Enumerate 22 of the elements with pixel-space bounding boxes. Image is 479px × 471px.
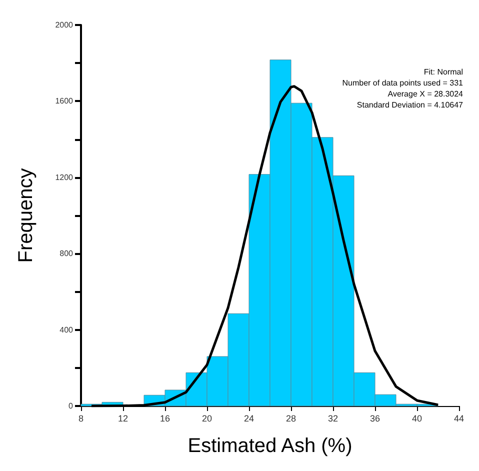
annotation: Standard Deviation = 4.10647 — [356, 100, 464, 110]
x-tick-label: 28 — [286, 414, 296, 424]
y-tick-label: 400 — [60, 325, 74, 334]
y-axis-title: Frequency — [15, 168, 37, 263]
x-tick-label: 16 — [160, 414, 170, 424]
y-tick-label: 800 — [60, 249, 74, 258]
x-tick-label: 44 — [454, 414, 464, 424]
x-tick-label: 32 — [328, 414, 338, 424]
x-tick-label: 40 — [412, 414, 422, 424]
x-tick-label: 12 — [118, 414, 128, 424]
x-tick-label: 36 — [370, 414, 380, 424]
y-tick-label: 1200 — [55, 172, 74, 182]
y-tick-label: 1600 — [55, 96, 74, 106]
x-axis-title: Estimated Ash (%) — [188, 435, 352, 457]
annotation: Fit: Normal — [424, 68, 464, 76]
x-tick-label: 20 — [202, 414, 212, 424]
y-tick-label: 2000 — [55, 20, 74, 30]
annotation: Number of data points used = 331 — [342, 78, 464, 88]
x-tick-label: 8 — [78, 414, 84, 424]
y-tick-label: 0 — [68, 402, 74, 410]
annotation: Average X = 28.3024 — [388, 90, 464, 98]
x-tick-label: 24 — [244, 414, 254, 424]
